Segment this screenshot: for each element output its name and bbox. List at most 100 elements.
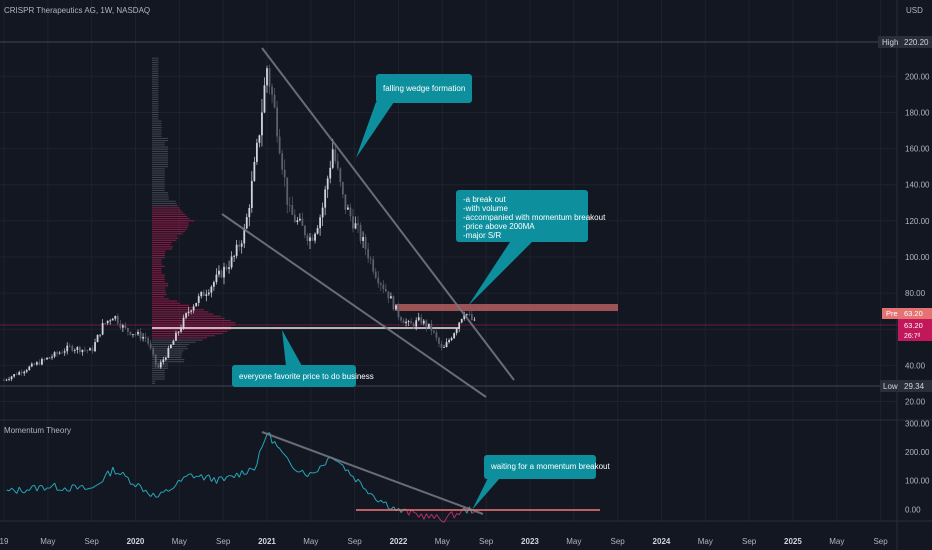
candle-body	[281, 153, 284, 170]
candle-body	[225, 266, 228, 270]
resistance-zone[interactable]	[395, 304, 618, 311]
volume-profile-bar	[152, 254, 165, 257]
candle-body	[142, 336, 144, 339]
oscillator-segment	[294, 469, 298, 473]
volume-profile-bar	[152, 246, 173, 248]
volume-profile-bar	[152, 198, 169, 200]
last-price-value: 63.20	[904, 321, 923, 330]
callout-breakout[interactable]: -a break out -with volume -accompanied w…	[456, 190, 608, 306]
volume-profile	[152, 57, 236, 384]
volume-profile-bar	[152, 68, 159, 70]
volume-profile-bar	[152, 192, 169, 194]
callout-favorite[interactable]: everyone favorite price to do business	[232, 330, 374, 387]
oscillator-segment	[380, 499, 384, 504]
volume-profile-bar	[152, 83, 159, 85]
candle-body	[215, 274, 218, 283]
volume-profile-bar	[152, 239, 177, 241]
oscillator-segment	[249, 467, 253, 470]
volume-profile-bar	[152, 59, 159, 61]
candle-body	[314, 233, 316, 241]
candle-body	[114, 316, 117, 319]
symbol-title[interactable]: CRISPR Therapeutics AG, 1W, NASDAQ	[4, 6, 150, 15]
breakout-line-5: -major S/R	[463, 231, 501, 240]
candle-body	[271, 86, 273, 95]
oscillator-segment	[49, 485, 53, 489]
time-label-13: May	[566, 537, 581, 546]
oscillator-segment	[18, 486, 23, 493]
oscillator-segment	[33, 484, 38, 492]
currency-label[interactable]: USD	[906, 6, 923, 15]
oscillator-segment	[221, 476, 225, 482]
candle-body	[243, 228, 246, 244]
oscillator-segment	[31, 484, 35, 487]
candle-body	[106, 320, 109, 324]
volume-profile-bar	[152, 261, 162, 263]
volume-profile-bar	[152, 222, 189, 224]
candle-body	[91, 348, 94, 352]
candle-body	[326, 178, 329, 190]
volume-profile-bar	[152, 172, 165, 174]
wedge-lower-trendline[interactable]	[221, 213, 487, 398]
oscillator-segment	[256, 451, 261, 465]
time-label-4: May	[172, 537, 187, 546]
candle-body	[51, 356, 53, 358]
candle-body	[384, 288, 387, 292]
momentum-trendline[interactable]	[261, 431, 484, 515]
oscillator-segment	[173, 484, 177, 489]
volume-profile-bar	[152, 155, 168, 157]
oscillator-segment	[203, 475, 207, 481]
callout-momentum[interactable]: waiting for a momentum breakout	[472, 455, 611, 510]
candle-body	[473, 319, 476, 321]
price-tick-1: 180.00	[905, 108, 930, 117]
candlestick-series	[3, 64, 476, 382]
volume-profile-bar	[152, 122, 162, 124]
candle-body	[306, 235, 309, 242]
candle-body	[25, 370, 28, 372]
volume-profile-bar	[152, 352, 183, 354]
oscillator-segment	[259, 446, 263, 452]
volume-profile-bar	[152, 359, 185, 361]
osc-tick-0: 300.00	[905, 420, 930, 429]
candle-body	[104, 323, 107, 324]
volume-profile-bar	[152, 137, 168, 139]
oscillator-segment	[292, 467, 296, 471]
volume-profile-bar	[152, 218, 190, 220]
candle-body	[66, 345, 69, 352]
oscillator-segment	[355, 478, 359, 483]
wedge-upper-trendline[interactable]	[261, 47, 515, 381]
indicator-name[interactable]: Momentum Theory	[4, 426, 71, 435]
volume-profile-bar	[152, 354, 182, 356]
candle-body	[359, 224, 362, 241]
candle-body	[132, 334, 134, 335]
candle-body	[56, 352, 59, 354]
time-label-8: Sep	[348, 537, 363, 546]
candle-body	[377, 277, 380, 284]
volume-profile-bar	[152, 92, 159, 94]
volume-profile-bar	[152, 57, 159, 59]
candle-body	[357, 223, 359, 225]
candle-body	[129, 331, 132, 335]
volume-profile-bar	[152, 356, 182, 358]
oscillator-segment	[208, 474, 212, 482]
candle-body	[402, 320, 405, 324]
volume-profile-bar	[152, 289, 166, 291]
callout-wedge[interactable]: falling wedge formation	[356, 74, 472, 158]
candle-body	[152, 348, 155, 355]
volume-profile-bar	[152, 382, 156, 384]
oscillator-segment	[370, 492, 374, 496]
volume-profile-bar	[152, 346, 187, 348]
volume-profile-bar	[152, 369, 165, 371]
candle-body	[109, 320, 112, 322]
oscillator-segment	[145, 489, 149, 495]
candle-body	[283, 169, 286, 178]
candle-body	[372, 259, 375, 272]
candle-body	[8, 379, 10, 380]
volume-profile-bar	[152, 333, 223, 335]
candle-body	[124, 325, 127, 328]
volume-profile-bar	[152, 79, 159, 81]
oscillator-segment	[104, 470, 109, 476]
oscillator-segment	[438, 517, 442, 522]
volume-profile-bar	[152, 109, 159, 111]
time-label-11: Sep	[479, 537, 494, 546]
